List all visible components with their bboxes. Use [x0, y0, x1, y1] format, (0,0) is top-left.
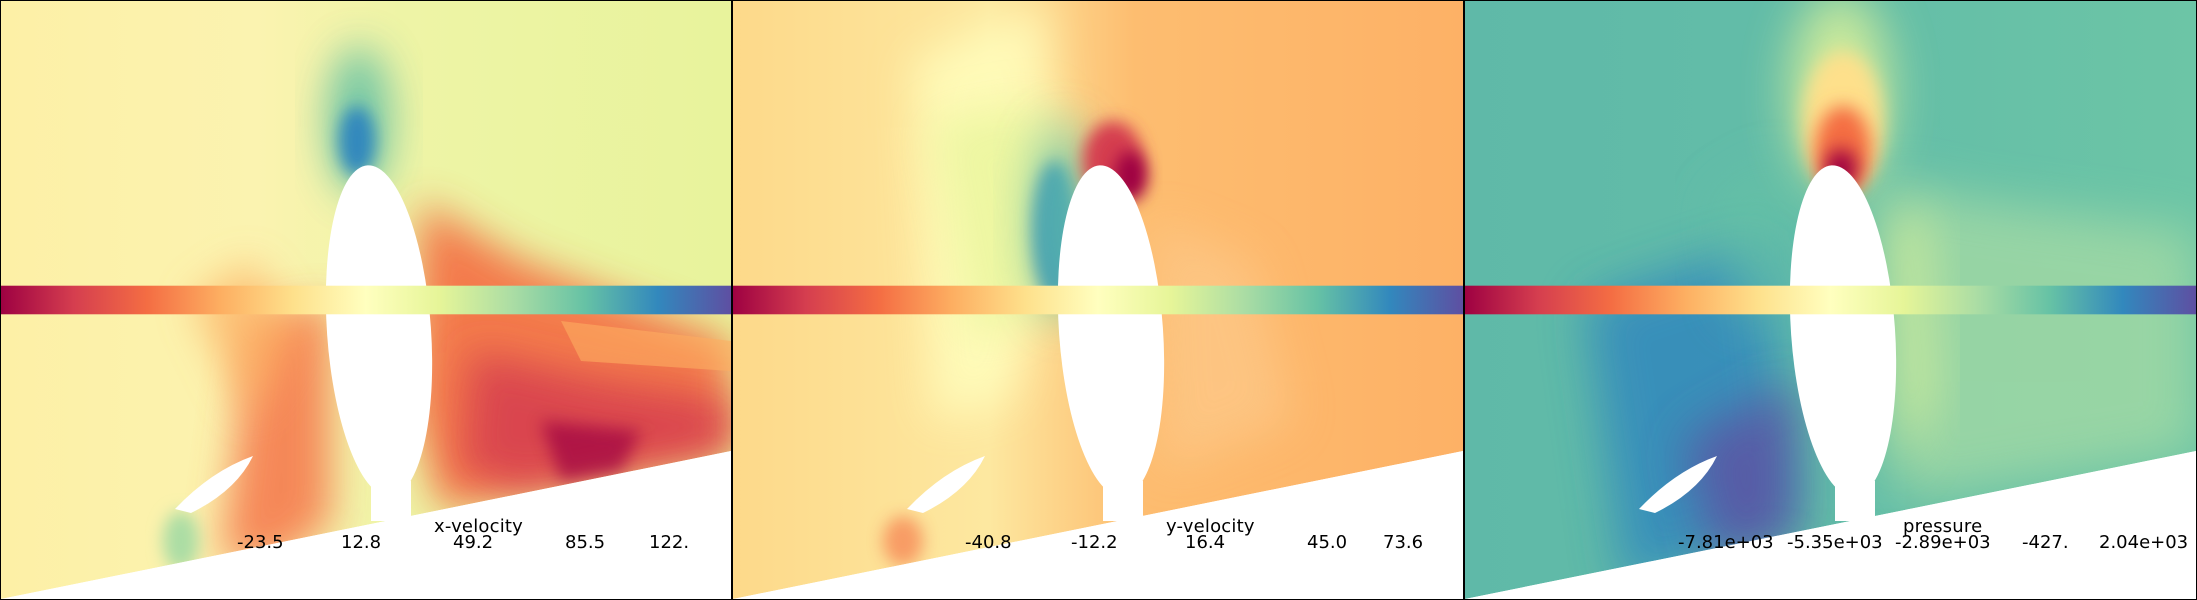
airfoil-body [1789, 165, 1897, 497]
x-velocity-panel: x-velocity -23.5 12.8 49.2 85.5 122. [0, 0, 732, 600]
colorbar [1, 285, 731, 315]
flap [1639, 456, 1717, 513]
colorbar-tick: -40.8 [965, 532, 1012, 553]
colorbar-tick: -2.89e+03 [1895, 532, 1991, 553]
colorbar-tick: 2.04e+03 [2099, 532, 2189, 553]
colorbar-tick: 16.4 [1185, 532, 1226, 553]
colorbar-tick: 12.8 [341, 532, 382, 553]
x-velocity-field [1, 1, 731, 599]
colorbar-tick: 73.6 [1383, 532, 1424, 553]
colorbar-tick: 122. [649, 532, 690, 553]
colorbar-tick: -7.81e+03 [1678, 532, 1774, 553]
colorbar [1465, 285, 2196, 315]
y-velocity-panel: y-velocity -40.8 -12.2 16.4 45.0 73.6 [732, 0, 1464, 600]
colorbar-tick: -427. [2022, 532, 2069, 553]
colorbar-tick: -5.35e+03 [1787, 532, 1883, 553]
colorbar-tick: -23.5 [237, 532, 284, 553]
airfoil-body [1057, 165, 1165, 497]
colorbar-tick: 49.2 [453, 532, 494, 553]
colorbar-tick: -12.2 [1071, 532, 1118, 553]
colorbar-title: y-velocity [1166, 516, 1255, 537]
colorbar-tick: 45.0 [1307, 532, 1348, 553]
flap [907, 456, 985, 513]
colorbar-tick: 85.5 [565, 532, 606, 553]
flap [175, 456, 253, 513]
colorbar [733, 285, 1463, 315]
colorbar-title: pressure [1903, 516, 1983, 537]
airfoil-body [325, 165, 433, 497]
pressure-panel: pressure -7.81e+03 -5.35e+03 -2.89e+03 -… [1464, 0, 2197, 600]
colorbar-title: x-velocity [434, 516, 524, 537]
